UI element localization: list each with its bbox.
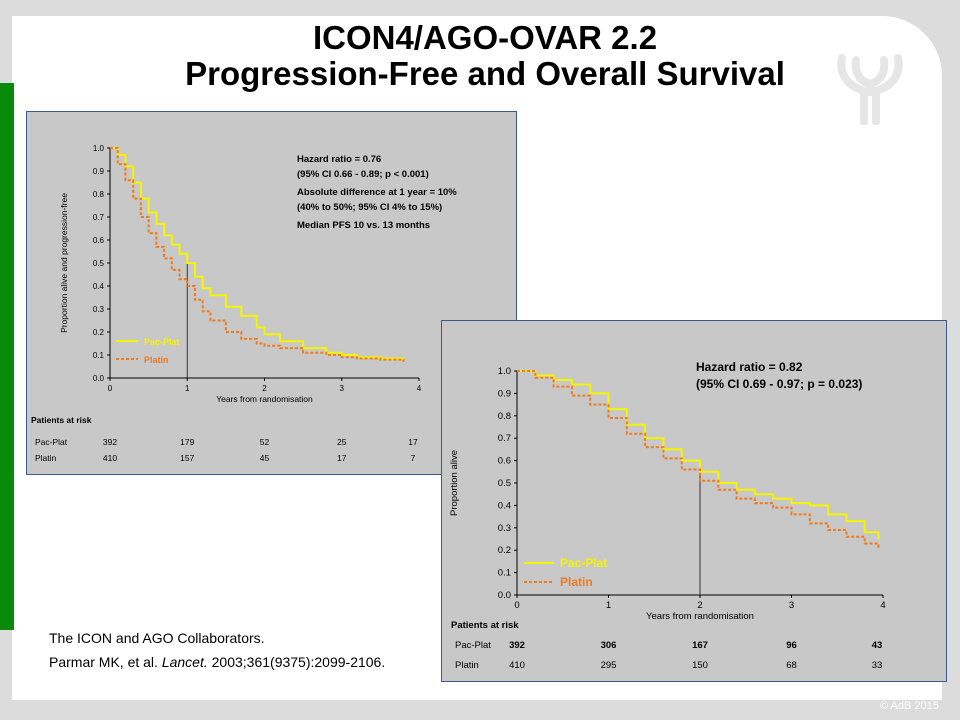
legend-label: Pac-Plat — [144, 337, 180, 347]
citation-details: 2003;361(9375):2099-2106. — [207, 654, 386, 670]
x-tick-label: 0 — [108, 384, 113, 393]
citation-line-1: The ICON and AGO Collaborators. — [49, 630, 265, 646]
x-tick-label: 2 — [697, 600, 702, 611]
risk-row-label: Pac-Plat — [455, 640, 491, 651]
risk-cell: 52 — [260, 437, 270, 447]
annotation-text: Median PFS 10 vs. 13 months — [297, 220, 430, 231]
y-tick-label: 0.5 — [498, 478, 511, 489]
risk-table-header: Patients at risk — [451, 620, 519, 631]
y-tick-label: 0.0 — [498, 590, 511, 601]
y-tick-label: 1.0 — [498, 366, 511, 377]
annotation-text: Absolute difference at 1 year = 10% — [297, 187, 457, 198]
pfs-chart-panel: 0.0 0.1 0.2 0.3 0.4 0.5 0.6 0.7 0.8 0.9 1.0 0 1 2 3 4 Ye… — [26, 111, 517, 475]
risk-cell: 45 — [260, 453, 270, 463]
risk-row-label: Platin — [35, 453, 57, 463]
legend-label: Pac-Plat — [560, 556, 607, 570]
citation: The ICON and AGO Collaborators. Parmar M… — [49, 626, 385, 674]
title-line-1: ICON4/AGO-OVAR 2.2 — [312, 19, 658, 56]
y-tick-label: 0.4 — [93, 282, 105, 291]
citation-line-2: Parmar MK, et al. Lancet. 2003;361(9375)… — [49, 650, 385, 674]
y-axis-label: Proportion alive — [449, 450, 460, 516]
y-tick-label: 0.8 — [93, 190, 105, 199]
y-axis-label: Proportion alive and progression-free — [59, 193, 69, 333]
risk-cell: 306 — [601, 640, 617, 651]
x-tick-label: 2 — [262, 384, 267, 393]
y-tick-label: 0.9 — [93, 167, 105, 176]
y-tick-label: 0.9 — [498, 388, 511, 399]
y-tick-label: 0.4 — [498, 500, 511, 511]
y-tick-label: 0.3 — [93, 305, 105, 314]
x-axis-label: Years from randomisation — [646, 611, 754, 622]
risk-cell: 17 — [408, 437, 418, 447]
x-tick-label: 1 — [606, 600, 611, 611]
risk-cell: 167 — [692, 640, 708, 651]
risk-cell: 96 — [786, 640, 797, 651]
y-tick-label: 0.5 — [93, 259, 105, 268]
risk-cell: 157 — [180, 453, 194, 463]
risk-cell: 68 — [786, 660, 797, 671]
x-tick-label: 0 — [514, 600, 519, 611]
legend-label: Platin — [144, 355, 169, 365]
risk-cell: 392 — [103, 437, 117, 447]
x-tick-label: 1 — [185, 384, 190, 393]
pfs-chart: 0.0 0.1 0.2 0.3 0.4 0.5 0.6 0.7 0.8 0.9 1.0 0 1 2 3 4 Ye… — [31, 144, 457, 463]
risk-cell: 392 — [509, 640, 525, 651]
risk-table-header: Patients at risk — [31, 415, 92, 425]
x-axis-label: Years from randomisation — [216, 394, 313, 404]
y-tick-label: 0.1 — [498, 568, 511, 579]
y-tick-label: 0.7 — [498, 433, 511, 444]
y-tick-label: 0.2 — [498, 545, 511, 556]
citation-authors: Parmar MK, et al. — [49, 654, 162, 670]
annotation-text: (95% CI 0.69 - 0.97; p = 0.023) — [696, 377, 862, 391]
annotation-text: Hazard ratio = 0.82 — [696, 360, 803, 374]
risk-row-label: Pac-Plat — [35, 437, 68, 447]
series-line-platin — [110, 147, 405, 362]
annotation-text: (40% to 50%; 95% CI 4% to 15%) — [297, 202, 442, 213]
x-tick-label: 3 — [789, 600, 794, 611]
y-tick-label: 0.0 — [93, 374, 105, 383]
risk-cell: 7 — [411, 453, 416, 463]
y-tick-label: 0.1 — [93, 351, 105, 360]
y-tick-label: 1.0 — [93, 144, 105, 153]
accent-bar — [0, 83, 14, 630]
series-line-platin — [517, 370, 880, 548]
y-tick-label: 0.6 — [498, 456, 511, 467]
risk-cell: 410 — [103, 453, 117, 463]
copyright: © AdB 2015 — [880, 700, 939, 712]
risk-cell: 150 — [692, 660, 708, 671]
legend-label: Platin — [560, 575, 593, 589]
risk-cell: 17 — [337, 453, 347, 463]
x-tick-label: 4 — [880, 600, 885, 611]
risk-cell: 179 — [180, 437, 194, 447]
slide-title: ICON4/AGO-OVAR 2.2 Progression-Free and … — [120, 20, 850, 92]
annotation-text: Hazard ratio = 0.76 — [297, 154, 381, 165]
title-line-2: Progression-Free and Overall Survival — [185, 55, 785, 92]
risk-cell: 25 — [337, 437, 347, 447]
annotation-text: (95% CI 0.66 - 0.89; p < 0.001) — [297, 169, 429, 180]
x-tick-label: 4 — [417, 384, 422, 393]
x-tick-label: 3 — [340, 384, 345, 393]
y-tick-label: 0.6 — [93, 236, 105, 245]
logo-icon — [837, 54, 903, 125]
os-chart-panel: 0.0 0.1 0.2 0.3 0.4 0.5 0.6 0.7 0.8 0.9 1.0 0 1 2 3 4 Ye… — [441, 320, 947, 682]
os-chart: 0.0 0.1 0.2 0.3 0.4 0.5 0.6 0.7 0.8 0.9 1.0 0 1 2 3 4 Ye… — [449, 360, 886, 671]
risk-cell: 43 — [872, 640, 883, 651]
risk-cell: 410 — [509, 660, 525, 671]
risk-cell: 33 — [872, 660, 883, 671]
y-tick-label: 0.2 — [93, 328, 105, 337]
y-tick-label: 0.8 — [498, 411, 511, 422]
citation-journal: Lancet. — [161, 654, 208, 670]
y-tick-label: 0.3 — [498, 523, 511, 534]
risk-cell: 295 — [601, 660, 617, 671]
series-line-pac-plat — [517, 370, 880, 539]
y-tick-label: 0.7 — [93, 213, 105, 222]
risk-row-label: Platin — [455, 660, 479, 671]
